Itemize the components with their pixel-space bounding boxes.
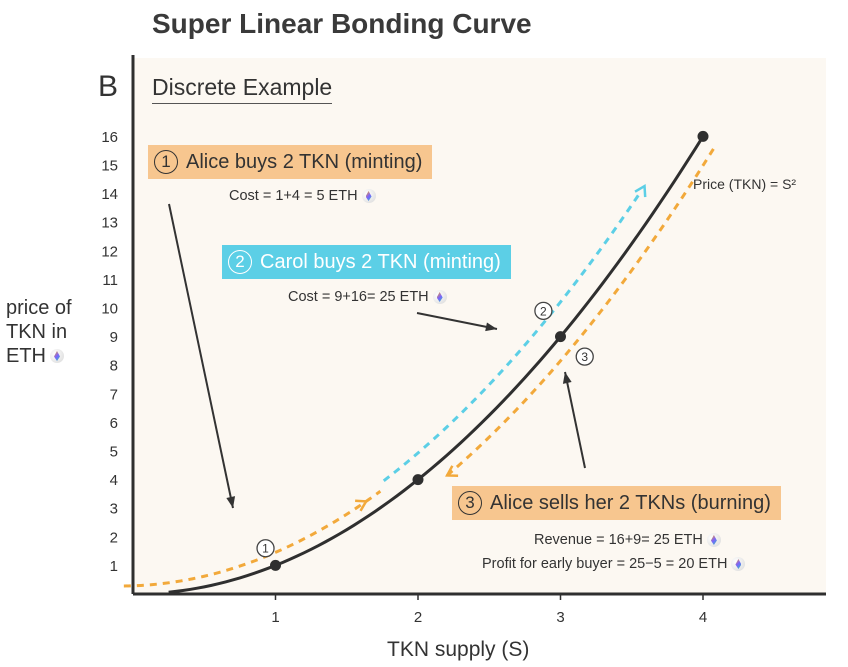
annotation-arrows [168, 183, 647, 512]
chart-title: Super Linear Bonding Curve [152, 8, 532, 39]
arrowhead [634, 183, 647, 198]
pointer-line [416, 312, 498, 330]
pointer-head [485, 322, 497, 332]
step-marker-circle [534, 301, 553, 321]
y-tick-label: 4 [110, 472, 118, 489]
y-tick-label: 8 [110, 358, 118, 375]
x-axis-label: TKN supply (S) [387, 638, 530, 661]
y-tick-label: 13 [101, 215, 118, 232]
ethereum-icon [361, 189, 376, 203]
step-marker-circle [256, 539, 275, 558]
y-tick-label: 11 [102, 272, 118, 289]
x-tick-label: 3 [556, 609, 564, 626]
step-number-2: 2 [228, 250, 252, 274]
alice-buy-tag: 1 Alice buys 2 TKN (minting) [148, 145, 433, 179]
x-tick-label: 2 [414, 609, 422, 626]
burn-path-alice [446, 145, 717, 477]
x-tick-label: 1 [271, 609, 279, 626]
curve-point [270, 559, 281, 571]
step-number-1: 1 [154, 150, 178, 174]
curve-point [412, 474, 424, 486]
alice-cost-note: Cost = 1+4 = 5 ETH [229, 188, 376, 204]
carol-cost-note: Cost = 9+16= 25 ETH [288, 289, 447, 305]
step-marker-circle [575, 347, 594, 366]
step-marker-label: 2 [540, 304, 547, 318]
y-axis-label: price of TKN in ETH [6, 296, 72, 368]
y-tick-label: 2 [110, 529, 118, 546]
y-tick-label: 12 [101, 243, 118, 260]
step-marker-label: 3 [581, 350, 588, 364]
mint-path-carol [382, 191, 642, 482]
y-tick-label: 1 [110, 558, 118, 575]
arrowhead [445, 465, 459, 478]
ethereum-icon [731, 557, 746, 571]
curve-point [697, 130, 709, 142]
function-label: Price (TKN) = S² [693, 176, 797, 192]
curve-points [270, 130, 709, 571]
curve-point [555, 331, 566, 343]
y-tick-label: 10 [101, 301, 118, 318]
y-tick-label: 16 [101, 129, 118, 146]
step-marker-label: 1 [262, 542, 269, 556]
ethereum-icon [50, 349, 64, 363]
alice-cost-text: Cost = 1+4 = 5 ETH [229, 188, 358, 204]
y-tick-label: 3 [110, 501, 118, 518]
panel-letter: B [98, 70, 119, 103]
carol-buy-text: Carol buys 2 TKN (minting) [260, 250, 501, 273]
pointer-line [564, 371, 586, 469]
y-axis-label-line-2: TKN in [6, 321, 68, 343]
profit-text: Profit for early buyer = 25−5 = 20 ETH [482, 556, 728, 572]
x-tick-group: 1 2 3 4 [271, 594, 707, 626]
revenue-text: Revenue = 16+9= 25 ETH [534, 532, 703, 548]
price-curve-line [168, 135, 705, 594]
carol-cost-text: Cost = 9+16= 25 ETH [288, 289, 429, 305]
mint-path-alice [123, 490, 382, 588]
y-tick-label: 15 [101, 158, 118, 175]
y-axis-label-line-3-wrap: ETH [6, 344, 72, 368]
ethereum-icon [432, 290, 447, 304]
pointer-line [168, 203, 234, 509]
alice-sell-text: Alice sells her 2 TKNs (burning) [490, 491, 771, 514]
y-axis-label-line-1: price of [6, 297, 72, 319]
step-number-3: 3 [458, 491, 482, 515]
chart-subtitle: Discrete Example [152, 74, 333, 104]
profit-note: Profit for early buyer = 25−5 = 20 ETH [482, 556, 746, 572]
arrowhead [355, 499, 369, 512]
revenue-note: Revenue = 16+9= 25 ETH [534, 532, 721, 548]
x-tick-label: 4 [699, 609, 707, 626]
y-axis-label-line-3: ETH [6, 345, 46, 367]
y-tick-label: 5 [110, 444, 118, 461]
y-tick-label: 14 [101, 186, 118, 203]
carol-buy-tag: 2 Carol buys 2 TKN (minting) [222, 245, 511, 279]
alice-buy-text: Alice buys 2 TKN (minting) [186, 150, 423, 173]
ethereum-icon [706, 533, 721, 547]
y-tick-label: 6 [110, 415, 118, 432]
pointer-head [226, 496, 236, 508]
y-tick-label: 9 [110, 329, 118, 346]
pointer-head [562, 372, 572, 384]
step-markers: 1 2 3 [256, 301, 594, 558]
alice-sell-tag: 3 Alice sells her 2 TKNs (burning) [452, 486, 781, 520]
y-tick-label: 7 [110, 386, 118, 403]
